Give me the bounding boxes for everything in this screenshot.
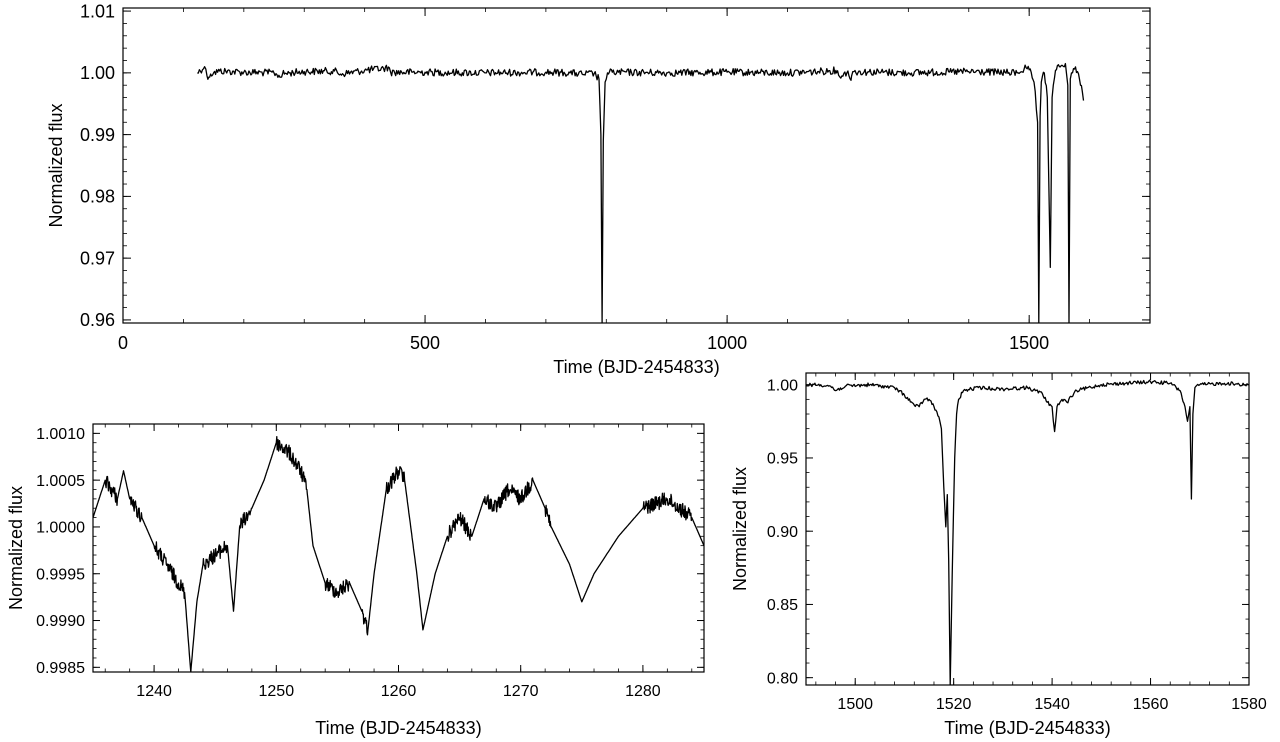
y-tick-label: 1.00	[767, 377, 798, 394]
y-tick-label: 0.9985	[36, 660, 85, 677]
x-tick-label: 1240	[136, 683, 172, 700]
y-axis-label: Normalized flux	[6, 486, 26, 610]
plot-frame	[92, 423, 705, 673]
y-tick-label: 0.90	[767, 524, 798, 541]
chart-zoom-eclipses: 1500 1520 1540 1560 1580 0.80 0.85 0.90 0.95 1.00…	[730, 372, 1267, 738]
y-tick-label: 1.00	[80, 63, 115, 83]
x-tick-label: 1250	[259, 683, 295, 700]
y-tick-label: 0.98	[80, 187, 115, 207]
x-tick-label: 1280	[625, 683, 661, 700]
y-tick-label: 0.85	[767, 597, 798, 614]
x-tick-label: 500	[410, 333, 440, 353]
x-axis-label: Time (BJD-2454833)	[553, 357, 719, 377]
x-tick-label: 0	[118, 333, 128, 353]
chart-full-light-curve: 0 500 1000 1500 0.96 0.97 0.98 0.99 1.00 1.01 Time…	[46, 1, 1151, 377]
x-axis-label: Time (BJD-2454833)	[315, 718, 481, 738]
light-curve-line	[806, 379, 1249, 685]
x-tick-label: 1580	[1231, 696, 1267, 713]
y-tick-label: 0.9995	[36, 566, 85, 583]
y-tick-label: 1.0005	[36, 473, 85, 490]
y-tick-label: 0.97	[80, 248, 115, 268]
plot-frame	[122, 7, 1151, 324]
y-axis-label: Normalized flux	[46, 103, 66, 227]
x-tick-label: 1500	[837, 696, 873, 713]
x-axis-label: Time (BJD-2454833)	[944, 718, 1110, 738]
x-tick-label: 1270	[503, 683, 539, 700]
y-tick-label: 0.99	[80, 125, 115, 145]
y-tick-label: 1.0000	[36, 520, 85, 537]
x-tick-label: 1500	[1009, 333, 1049, 353]
y-tick-label: 0.95	[767, 451, 798, 468]
x-tick-label: 1560	[1133, 696, 1169, 713]
light-curve-line	[197, 62, 1085, 323]
light-curve-line	[93, 436, 704, 672]
y-tick-label: 1.0010	[36, 426, 85, 443]
x-tick-label: 1540	[1034, 696, 1070, 713]
y-tick-label: 0.96	[80, 310, 115, 330]
chart-zoom-variability: 1240 1250 1260 1270 1280 0.9985 0.9990 0.9995 1.…	[6, 423, 705, 738]
y-tick-label: 0.80	[767, 670, 798, 687]
plot-frame	[805, 372, 1250, 686]
y-axis-label: Normalized flux	[730, 467, 750, 591]
x-tick-label: 1000	[707, 333, 747, 353]
y-tick-label: 0.9990	[36, 613, 85, 630]
y-tick-label: 1.01	[80, 1, 115, 21]
x-tick-label: 1260	[381, 683, 417, 700]
x-tick-label: 1520	[936, 696, 972, 713]
